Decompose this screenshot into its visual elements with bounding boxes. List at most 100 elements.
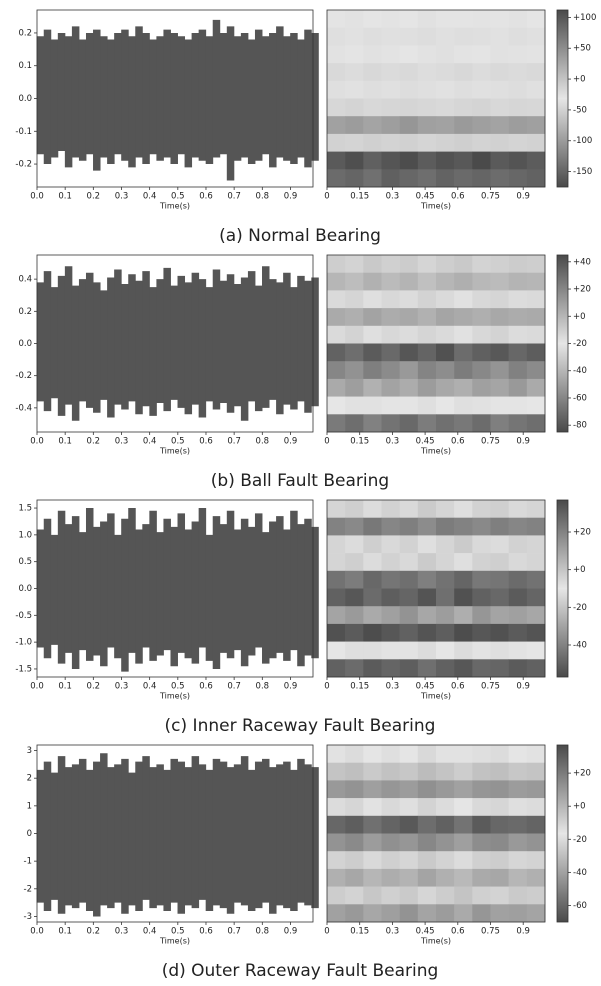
heat-cell [472,553,491,572]
heat-cell [381,116,400,135]
heat-cell [526,255,546,273]
heat-cell [417,762,437,781]
heat-cell [363,815,382,834]
heat-cell [345,63,364,82]
heat-cell [399,308,419,327]
x-tick-label: 0.3 [115,192,129,202]
heat-cell [508,623,528,642]
heat-cell [436,133,455,152]
heat-cell [490,10,509,28]
x-tick-label: 0.1 [58,927,72,937]
heat-cell [508,500,528,518]
x-tick-label: 0.15 [350,437,369,447]
heat-cell [417,308,437,327]
heat-cell [363,98,382,117]
x-axis-label: Time(s) [159,447,190,456]
heat-cell [526,272,546,291]
heat-cell [454,45,473,64]
heat-cell [508,151,528,170]
heat-cell [472,290,491,309]
x-tick-label: 0.4 [143,192,157,202]
heat-cell [381,570,400,589]
heat-cell [436,659,455,678]
heat-cell [436,255,455,273]
x-tick-label: 0.6 [451,682,465,692]
heat-cell [436,535,455,554]
heat-cell [345,833,364,852]
heat-cell [363,762,382,781]
caption: (a) Normal Bearing [219,226,381,246]
heat-cell [526,745,546,763]
heat-cell [526,80,546,99]
heat-cell [508,833,528,852]
x-tick-label: 0.9 [284,682,298,692]
heat-cell [327,659,346,678]
heat-cell [327,63,346,82]
heat-cell [490,535,509,554]
heat-cell [327,255,346,273]
heat-cell [345,570,364,589]
y-tick-label: 0.2 [18,307,32,317]
heat-cell [508,606,528,625]
heat-cell [454,343,473,362]
heat-cell [472,414,491,433]
colorbar-tick-label: -40 [573,640,587,650]
heat-cell [417,255,437,273]
heat-cell [508,169,528,188]
colorbar-tick-label: -20 [573,339,587,349]
heat-cell [417,833,437,852]
colorbar-tick-label: +20 [573,285,591,295]
x-tick-label: 0.75 [481,927,500,937]
heat-cell [381,553,400,572]
heat-cell [327,553,346,572]
heat-cell [508,272,528,291]
heat-cell [399,325,419,344]
heat-cell [363,553,382,572]
x-tick-label: 0.0 [30,437,44,447]
heat-cell [490,641,509,660]
heat-cell [436,886,455,905]
heat-cell [472,886,491,905]
x-axis-label: Time(s) [420,937,451,946]
heat-cell [399,98,419,117]
y-tick-label: 0 [27,829,32,839]
heat-cell [399,378,419,397]
heat-cell [399,272,419,291]
heat-cell [526,904,546,923]
heat-cell [436,815,455,834]
heat-cell [381,98,400,117]
heat-cell [381,904,400,923]
y-tick-label: 1 [27,801,32,811]
colorbar-tick-label: +0 [573,75,586,85]
heat-cell [417,396,437,415]
heat-cell [381,151,400,170]
heat-cell [472,623,491,642]
heat-cell [436,623,455,642]
heat-cell [327,606,346,625]
heat-cell [454,659,473,678]
heat-cell [508,116,528,135]
heat-cell [399,570,419,589]
heat-cell [526,553,546,572]
heat-cell [399,361,419,380]
heat-cell [345,343,364,362]
heat-cell [436,80,455,99]
heat-cell [417,745,437,763]
heat-cell [399,868,419,887]
heat-cell [363,641,382,660]
heat-cell [490,553,509,572]
heat-cell [417,535,437,554]
caption: (b) Ball Fault Bearing [211,471,389,491]
x-tick-label: 0.2 [87,437,101,447]
x-tick-label: 0.9 [516,192,530,202]
heat-cell [526,169,546,188]
heat-cell [454,98,473,117]
heat-cell [327,98,346,117]
heat-cell [508,517,528,536]
y-tick-label: 1.0 [18,530,32,540]
heat-cell [417,169,437,188]
heat-cell [327,325,346,344]
heat-cell [399,169,419,188]
heat-cell [472,641,491,660]
heat-cell [490,27,509,46]
